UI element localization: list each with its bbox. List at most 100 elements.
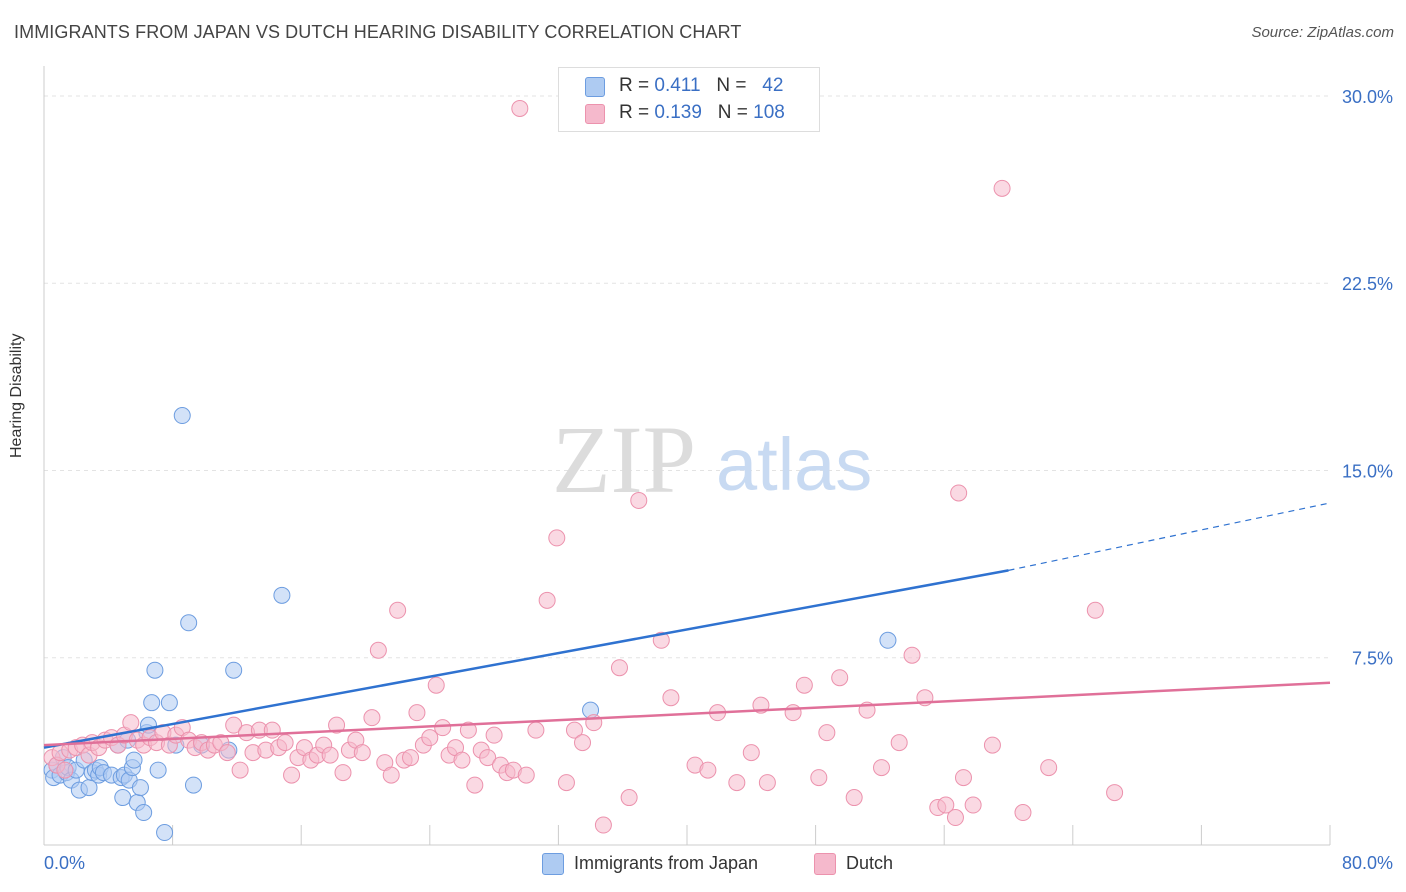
data-point	[699, 761, 717, 779]
data-point	[459, 721, 477, 739]
legend-r-label: R =	[619, 102, 655, 123]
data-point	[845, 789, 863, 807]
data-point	[954, 769, 972, 787]
series-dutch	[43, 99, 1124, 834]
data-point	[149, 761, 167, 779]
data-point	[594, 816, 612, 834]
data-point	[630, 491, 648, 509]
legend-n-value: 42	[762, 75, 784, 96]
data-point	[565, 721, 583, 739]
data-point	[983, 736, 1001, 754]
trend-line-japan	[43, 569, 1009, 749]
data-point	[283, 766, 301, 784]
data-point	[610, 659, 628, 677]
data-point	[548, 529, 566, 547]
legend-swatch-japan	[542, 853, 564, 875]
data-point	[218, 744, 236, 762]
data-point	[1106, 784, 1124, 802]
data-point	[273, 586, 291, 604]
data-point	[434, 719, 452, 737]
data-point	[511, 99, 529, 117]
data-point	[879, 631, 897, 649]
data-point	[427, 676, 445, 694]
trend-line-dutch	[43, 681, 1331, 747]
data-point	[1086, 601, 1104, 619]
data-point	[143, 694, 161, 712]
data-point	[225, 661, 243, 679]
legend-r-value: 0.411	[654, 75, 701, 96]
data-point	[873, 759, 891, 777]
data-point	[125, 751, 143, 769]
legend-n-value: 108	[753, 102, 785, 123]
data-point	[453, 751, 471, 769]
data-point	[937, 796, 955, 814]
data-point	[1014, 804, 1032, 822]
legend-n-label: N =	[716, 75, 752, 96]
data-point	[408, 704, 426, 722]
data-point	[173, 407, 191, 425]
data-point	[369, 641, 387, 659]
data-point	[389, 601, 407, 619]
data-point	[742, 744, 760, 762]
data-point	[831, 669, 849, 687]
data-point	[402, 749, 420, 767]
data-point	[557, 774, 575, 792]
watermark-zip: ZIP	[552, 406, 696, 513]
data-point	[517, 766, 535, 784]
x-tick-label: 80.0%	[1342, 853, 1393, 873]
data-point	[964, 796, 982, 814]
axes	[43, 66, 1331, 846]
legend-swatch-japan	[585, 77, 605, 97]
x-tick-label: 0.0%	[44, 853, 85, 873]
trend-lines	[43, 502, 1331, 749]
data-point	[421, 729, 439, 747]
data-point	[263, 721, 281, 739]
y-tick-label: 22.5%	[1342, 274, 1393, 294]
data-point	[321, 746, 339, 764]
y-tick-label: 15.0%	[1342, 461, 1393, 481]
data-point	[946, 809, 964, 827]
legend-r-label: R =	[619, 75, 655, 96]
data-point	[160, 694, 178, 712]
data-point	[156, 824, 174, 842]
data-point	[818, 724, 836, 742]
data-point	[538, 591, 556, 609]
data-point	[574, 734, 592, 752]
data-point	[795, 676, 813, 694]
data-point	[890, 734, 908, 752]
data-point	[527, 721, 545, 739]
source-label: Source: ZipAtlas.com	[1251, 24, 1394, 41]
legend-n-label: N =	[717, 102, 754, 123]
legend-label-dutch: Dutch	[846, 853, 894, 873]
watermark-atlas: atlas	[716, 423, 872, 506]
data-point	[184, 776, 202, 794]
data-point	[180, 614, 198, 632]
data-point	[231, 761, 249, 779]
data-point	[135, 804, 153, 822]
data-point	[652, 631, 670, 649]
data-point	[466, 776, 484, 794]
data-point	[122, 714, 140, 732]
tick-labels: 7.5% 15.0% 22.5% 30.0% 0.0% 80.0%	[44, 87, 1393, 873]
grid-lines	[44, 95, 1330, 659]
data-point	[620, 789, 638, 807]
data-point	[382, 766, 400, 784]
data-point	[950, 484, 968, 502]
legend-r-value: 0.139	[654, 102, 702, 123]
data-point	[662, 689, 680, 707]
y-axis-label: Hearing Disability	[8, 333, 25, 459]
data-point	[131, 779, 149, 797]
data-point	[353, 744, 371, 762]
data-point	[56, 761, 74, 779]
data-point	[810, 769, 828, 787]
trend-line-japan-extension	[1008, 502, 1331, 571]
data-point	[479, 749, 497, 767]
legend-swatch-dutch	[814, 853, 836, 875]
legend-swatch-dutch	[585, 104, 605, 124]
data-point	[758, 774, 776, 792]
data-point	[784, 704, 802, 722]
data-point	[1040, 759, 1058, 777]
watermark: ZIP atlas	[552, 406, 872, 513]
data-point	[225, 716, 243, 734]
